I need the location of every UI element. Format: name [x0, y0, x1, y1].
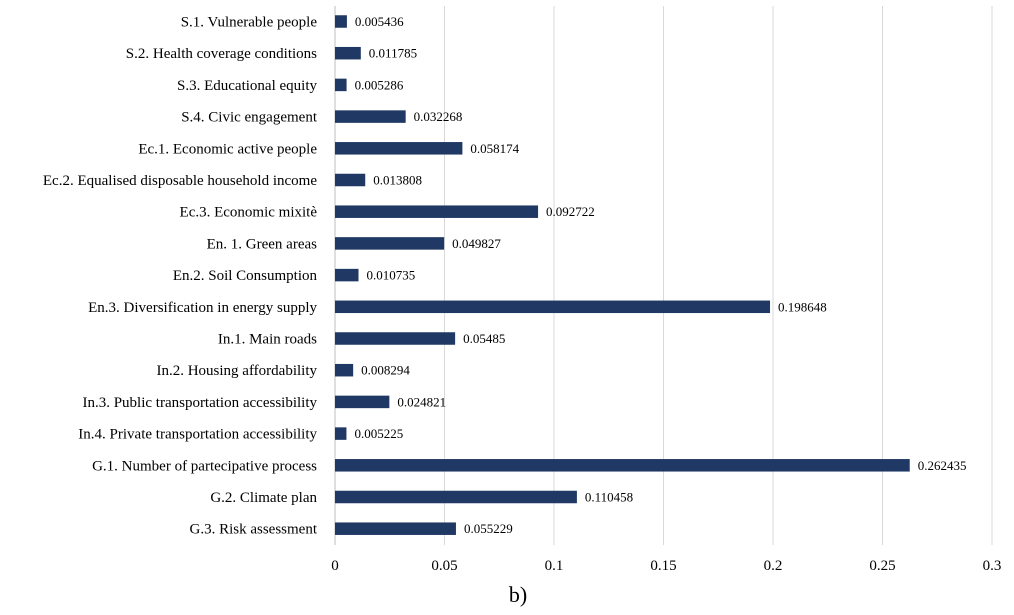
value-label: 0.010735 [367, 268, 416, 283]
bar [335, 395, 390, 409]
category-label: In.4. Private transportation accessibili… [78, 427, 317, 443]
category-label: In.2. Housing affordability [156, 363, 317, 379]
value-label: 0.013808 [373, 173, 422, 188]
bar [335, 268, 359, 282]
category-label: Ec.2. Equalised disposable household inc… [43, 173, 317, 189]
bar [335, 332, 456, 345]
category-label: S.3. Educational equity [177, 78, 317, 94]
value-label: 0.024821 [397, 394, 446, 409]
category-label: En. 1. Green areas [207, 236, 318, 252]
value-label: 0.049827 [452, 236, 501, 251]
bar [335, 300, 771, 314]
category-label: Ec.3. Economic mixitè [180, 205, 318, 221]
bar [335, 46, 361, 60]
bar [335, 522, 456, 535]
bar [335, 15, 347, 28]
category-label: Ec.1. Economic active people [138, 141, 317, 157]
x-tick-label: 0 [331, 558, 339, 574]
x-tick-label: 0.2 [764, 558, 783, 574]
bar [335, 110, 406, 123]
bars [335, 15, 910, 535]
bar [335, 490, 577, 504]
category-label: In.3. Public transportation accessibilit… [82, 395, 317, 411]
category-label: G.1. Number of partecipative process [92, 458, 317, 474]
value-label: 0.05485 [463, 331, 505, 346]
value-label: 0.110458 [585, 490, 633, 505]
category-label: G.2. Climate plan [210, 490, 317, 506]
value-label: 0.058174 [470, 141, 519, 156]
bar [335, 237, 445, 250]
x-tick-label: 0.3 [983, 558, 1002, 574]
gridlines [334, 6, 993, 545]
value-label: 0.092722 [546, 204, 595, 219]
category-labels: S.1. Vulnerable people S.2. Health covera… [43, 15, 318, 538]
value-label: 0.032268 [414, 109, 463, 124]
category-label: S.1. Vulnerable people [181, 15, 318, 31]
category-label: En.2. Soil Consumption [173, 268, 318, 284]
value-labels: 0.005436 0.011785 0.005286 0.032268 0.058174… [354, 14, 966, 536]
bar [335, 459, 910, 472]
x-tick-label: 0.05 [431, 558, 457, 574]
x-tick-label: 0.1 [545, 558, 564, 574]
bar [335, 173, 366, 187]
x-tick-label: 0.15 [650, 558, 676, 574]
value-label: 0.005225 [354, 426, 403, 441]
bar [335, 363, 354, 377]
value-label: 0.055229 [464, 521, 513, 536]
bar [335, 78, 347, 92]
value-label: 0.005436 [355, 14, 404, 29]
category-label: G.3. Risk assessment [190, 522, 318, 538]
category-label: S.4. Civic engagement [181, 110, 318, 126]
value-label: 0.005286 [355, 77, 404, 92]
value-label: 0.011785 [369, 46, 417, 61]
value-label: 0.198648 [778, 299, 827, 314]
value-label: 0.262435 [918, 458, 967, 473]
bar [335, 427, 347, 440]
x-tick-labels: 0 0.05 0.1 0.15 0.2 0.25 0.3 [331, 558, 1001, 574]
category-label: In.1. Main roads [218, 332, 317, 348]
bar [335, 205, 539, 218]
category-label: S.2. Health coverage conditions [126, 46, 317, 62]
category-label: En.3. Diversification in energy supply [88, 300, 317, 316]
bar [335, 142, 463, 155]
x-tick-label: 0.25 [869, 558, 895, 574]
figure-caption: b) [509, 582, 527, 607]
value-label: 0.008294 [361, 363, 410, 378]
